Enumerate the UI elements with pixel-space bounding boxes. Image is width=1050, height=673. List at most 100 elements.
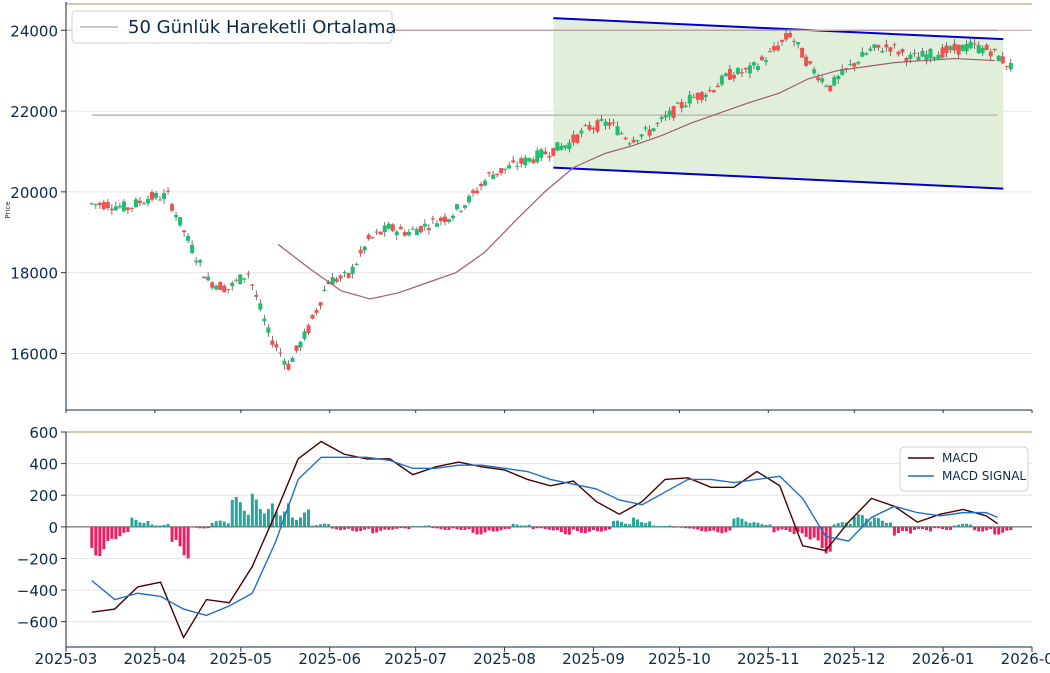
macd-histogram-bar [495,526,499,532]
macd-histogram-bar [403,526,407,529]
macd-histogram-bar [912,526,916,530]
macd-histogram-bar [126,526,130,533]
candle-body [599,118,604,121]
macd-histogram-bar [222,521,226,527]
candle-body [93,203,98,205]
macd-histogram-bar [840,522,844,527]
macd-histogram-bar [202,526,206,529]
macd-histogram-bar [242,510,246,527]
macd-histogram-bar [423,525,427,527]
x-tick-label: 2025-03 [35,650,98,668]
macd-histogram-bar [925,526,929,531]
candle-body [655,122,660,124]
candle-body [611,122,616,124]
candle-body [210,282,215,288]
macd-histogram-bar [298,517,302,527]
candle-body [170,204,175,211]
candle-body [988,51,993,57]
candle-body [651,128,656,132]
macd-histogram-bar [599,526,603,532]
candle-body [635,140,640,142]
macd-histogram-bar [359,526,363,532]
candle-body [302,331,307,339]
candle-body [976,45,981,54]
price-tick-label: 16000 [10,345,58,363]
macd-histogram-bar [455,526,459,530]
candle-body [434,223,439,227]
macd-histogram-bar [732,518,736,527]
candle-body [214,285,219,290]
macd-histogram-bar [868,521,872,527]
macd-histogram-bar [507,526,511,529]
macd-histogram-bar [776,526,780,531]
candle-body [386,223,391,229]
candle-body [808,61,813,64]
macd-histogram-bar [812,526,816,538]
candle-body [491,174,496,179]
candle-body [956,44,961,55]
macd-histogram-bar [953,525,957,527]
candle-body [864,53,869,55]
candle-body [928,48,933,59]
macd-histogram-bar [668,525,672,527]
macd-histogram-bar [656,526,660,527]
macd-histogram-bar [712,526,716,531]
macd-histogram-bar [194,526,198,528]
macd-histogram-bar [210,522,214,527]
macd-histogram-bar [286,503,290,527]
macd-histogram-bar [563,526,567,535]
macd-histogram-bar [503,526,507,529]
macd-histogram-bar [997,526,1001,535]
candle-body [178,217,183,226]
macd-histogram-bar [134,519,138,527]
macd-histogram-bar [820,526,824,549]
macd-histogram-bar [672,526,676,528]
macd-legend-label: MACD [942,451,978,465]
candle-body [511,160,516,163]
candle-body [904,57,909,62]
price-tick-label: 18000 [10,265,58,283]
macd-histogram-bar [535,526,539,529]
candle-body [125,207,130,211]
candle-body [394,231,399,236]
candle-body [840,68,845,75]
moving-average-line [277,57,995,300]
candle-body [703,94,708,98]
macd-histogram-bar [379,526,383,531]
candle-body [679,101,684,109]
candle-body [868,48,873,51]
candle-body [908,54,913,59]
candle-body [695,92,700,100]
candle-body [186,235,191,241]
candle-body [828,85,833,92]
candle-body [442,216,447,223]
macd-histogram-bar [816,526,820,541]
candle-body [832,77,837,86]
x-axis: 2025-03 2025-04 2025-05 2025-06 2025-07 2025-… [35,410,1050,668]
candle-body [1008,62,1013,70]
macd-histogram-bar [182,526,186,556]
macd-histogram-bar [335,526,339,530]
candle-body [262,318,267,322]
candle-body [888,47,893,52]
macd-histogram-bar [539,526,543,529]
macd-histogram-bar [744,521,748,527]
candle-body [707,90,712,92]
macd-histogram-bar [981,526,985,532]
candle-body [414,229,419,236]
macd-histogram-bar [900,526,904,531]
macd-histogram-bar [591,526,595,530]
candle-body [89,203,94,205]
macd-histogram-bar [852,516,856,527]
macd-histogram-bar [748,523,752,527]
macd-histogram-bar [315,525,319,527]
candle-body [1000,56,1005,64]
candle-body [121,201,126,212]
macd-histogram-bar [620,521,624,527]
macd-histogram-bar [571,526,575,530]
macd-histogram-bar [407,526,411,530]
macd-histogram-bar [238,502,242,527]
candle-body [334,278,339,282]
macd-histogram-bar [515,524,519,527]
candle-body [539,149,544,158]
